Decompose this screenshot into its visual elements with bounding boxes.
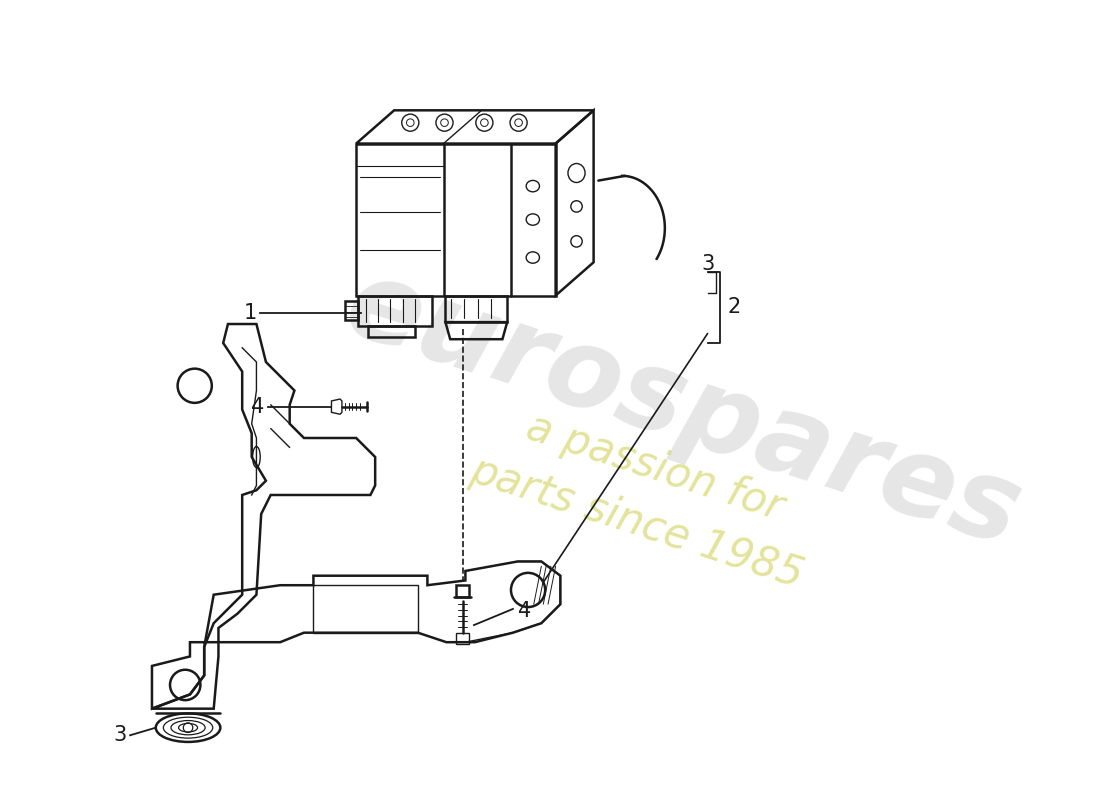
Text: 2: 2: [727, 298, 740, 318]
Text: 4: 4: [251, 397, 264, 417]
Text: 3: 3: [701, 254, 714, 274]
Text: 4: 4: [518, 601, 531, 621]
Text: eurospares: eurospares: [333, 250, 1034, 569]
Text: 1: 1: [243, 302, 256, 322]
Text: a passion for
parts since 1985: a passion for parts since 1985: [465, 394, 827, 597]
Text: 3: 3: [113, 726, 127, 746]
